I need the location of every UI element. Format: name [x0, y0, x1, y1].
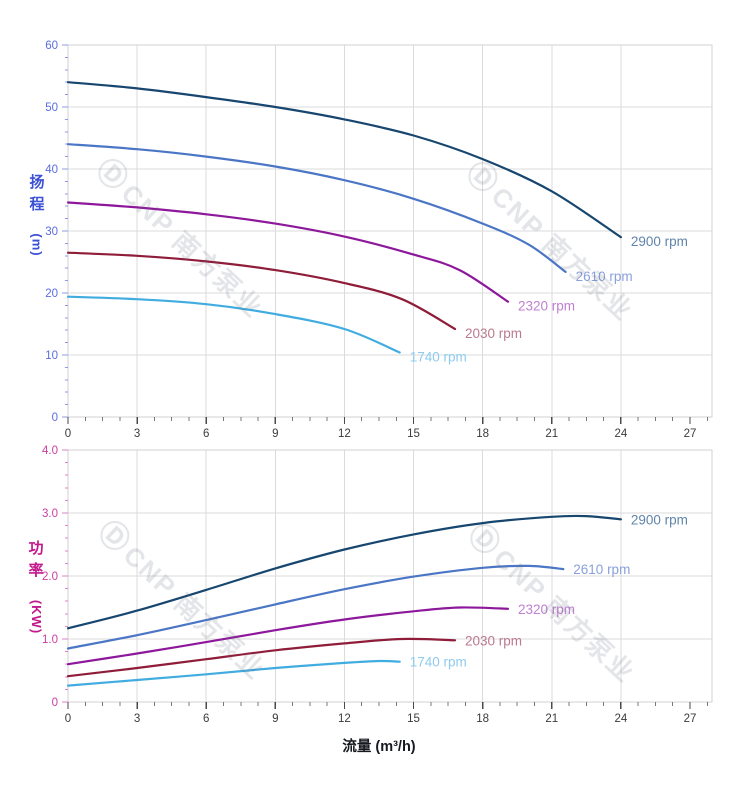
x-tick-label: 27 — [684, 713, 697, 725]
curve-2320-rpm-power-chart — [66, 606, 510, 666]
curve-2900-rpm-head-chart — [66, 81, 622, 239]
x-tick-label: 18 — [476, 428, 489, 440]
x-tick-label: 12 — [338, 428, 351, 440]
y-tick-label: 0 — [52, 697, 58, 709]
curve-label-2030-rpm: 2030 rpm — [465, 326, 522, 341]
y-tick-label: 0 — [52, 412, 58, 424]
y-tick-label: 30 — [45, 226, 58, 238]
curve-2900-rpm-power-chart — [66, 514, 622, 630]
curve-2320-rpm-head-chart — [66, 201, 510, 303]
power-chart: 0 1.0 2.0 3.0 4.0 0 3 6 9 12 15 18 21 24 27 2900 rpm 261… — [42, 445, 713, 725]
power-axis-unit: (KW) — [28, 599, 44, 635]
head-axis-title-char: 扬 — [29, 174, 45, 191]
curve-label-2030-rpm: 2030 rpm — [465, 633, 522, 648]
y-tick-label: 1.0 — [42, 634, 58, 646]
curve-2030-rpm-head-chart — [66, 251, 457, 331]
x-tick-label: 9 — [272, 428, 278, 440]
power-chart-y-axis: 0 1.0 2.0 3.0 4.0 — [42, 445, 68, 709]
flow-axis-title: 流量 (m³/h) — [342, 739, 416, 755]
y-tick-label: 50 — [45, 102, 58, 114]
y-tick-label: 4.0 — [42, 445, 58, 457]
x-tick-label: 24 — [614, 713, 627, 725]
head-chart-gridlines — [68, 45, 712, 417]
head-chart-x-axis: 0 3 6 9 12 15 18 21 24 27 — [65, 417, 708, 440]
curve-label-1740-rpm: 1740 rpm — [410, 350, 467, 365]
y-tick-label: 20 — [45, 288, 58, 300]
x-tick-label: 3 — [134, 713, 140, 725]
power-axis-title: 功 率 (KW) — [16, 538, 56, 634]
curve-2610-rpm-power-chart — [66, 564, 565, 650]
x-tick-label: 18 — [476, 713, 489, 725]
x-tick-label: 27 — [684, 428, 697, 440]
x-tick-label: 12 — [338, 713, 351, 725]
curve-1740-rpm-power-chart — [66, 659, 401, 687]
power-axis-title-char: 率 — [28, 562, 44, 579]
curve-2610-rpm-head-chart — [66, 143, 567, 273]
x-tick-label: 21 — [545, 713, 558, 725]
y-tick-label: 10 — [45, 350, 58, 362]
curve-1740-rpm-head-chart — [66, 295, 401, 354]
curve-label-2900-rpm: 2900 rpm — [631, 512, 688, 527]
x-tick-label: 0 — [65, 428, 71, 440]
power-axis-title-char: 功 — [28, 540, 44, 557]
y-tick-label: 2.0 — [42, 571, 58, 583]
head-chart: 0 10 20 30 40 50 60 0 3 6 9 12 15 18 21 24 27 2900 rpm 261… — [45, 40, 713, 440]
head-axis-title: 扬 程 (m) — [18, 172, 56, 257]
x-tick-label: 0 — [65, 713, 71, 725]
curve-2030-rpm-power-chart — [66, 637, 457, 678]
x-tick-label: 15 — [407, 428, 420, 440]
x-tick-label: 6 — [203, 428, 209, 440]
x-tick-label: 24 — [614, 428, 627, 440]
curve-label-2610-rpm: 2610 rpm — [576, 269, 633, 284]
x-tick-label: 6 — [203, 713, 209, 725]
power-chart-x-axis: 0 3 6 9 12 15 18 21 24 27 — [65, 702, 708, 725]
curve-label-2320-rpm: 2320 rpm — [518, 299, 575, 314]
y-tick-label: 40 — [45, 164, 58, 176]
curve-label-2610-rpm: 2610 rpm — [573, 562, 630, 577]
x-tick-label: 21 — [545, 428, 558, 440]
x-tick-label: 15 — [407, 713, 420, 725]
y-tick-label: 60 — [45, 40, 58, 52]
curve-label-2900-rpm: 2900 rpm — [631, 234, 688, 249]
head-chart-y-axis: 0 10 20 30 40 50 60 — [45, 40, 68, 424]
curve-label-1740-rpm: 1740 rpm — [410, 655, 467, 670]
head-axis-unit: (m) — [30, 233, 45, 257]
head-axis-title-char: 程 — [29, 196, 45, 213]
curve-label-2320-rpm: 2320 rpm — [518, 602, 575, 617]
x-tick-label: 3 — [134, 428, 140, 440]
x-tick-label: 9 — [272, 713, 278, 725]
y-tick-label: 3.0 — [42, 508, 58, 520]
